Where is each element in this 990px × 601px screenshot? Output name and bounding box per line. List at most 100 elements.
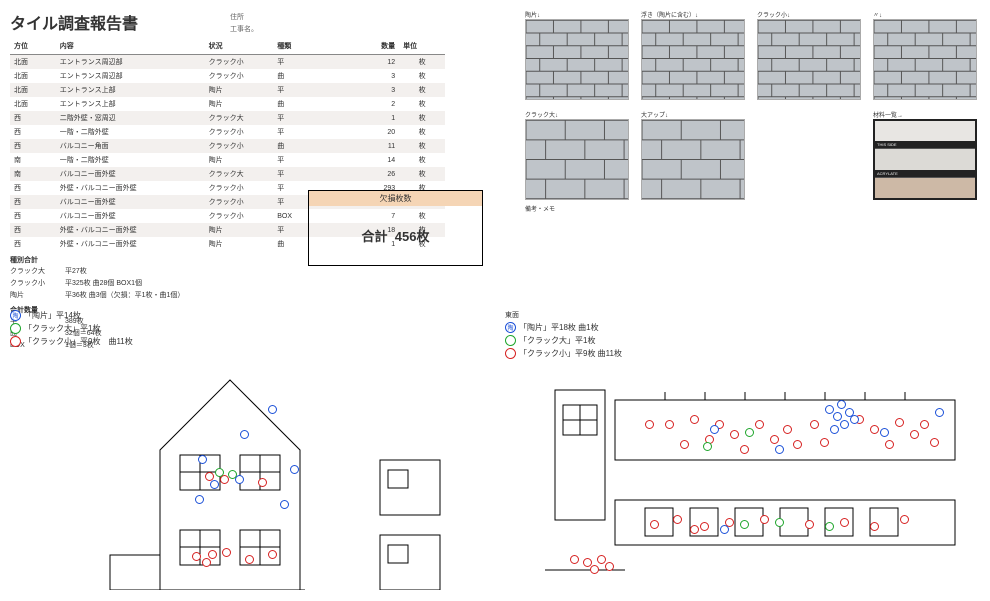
meta-work-label: 工事名。	[230, 24, 258, 34]
photo-cell: 陶片↓	[525, 10, 629, 100]
cell: 曲	[273, 69, 336, 83]
cell: 3	[336, 69, 399, 83]
defect-marker	[570, 555, 579, 564]
cell: 2	[336, 97, 399, 111]
col-houi: 方位	[10, 38, 56, 55]
elevation-diagram	[80, 340, 460, 590]
table-row: 西一階・二階外壁クラック小平20枚	[10, 125, 445, 139]
defect-marker	[760, 515, 769, 524]
defect-marker	[825, 522, 834, 531]
cell: クラック大	[205, 111, 274, 125]
material-sample: THIS SIDEACRYLATE	[873, 119, 977, 200]
defect-marker	[885, 440, 894, 449]
defect-marker	[245, 555, 254, 564]
col-jokyo: 状況	[205, 38, 274, 55]
photo-cell: クラック小↓	[757, 10, 861, 100]
table-row: 北面エントランス上部陶片曲2枚	[10, 97, 445, 111]
defect-marker	[840, 420, 849, 429]
cell: 枚	[399, 125, 445, 139]
col-naiyou: 内容	[56, 38, 205, 55]
legend-marker-icon	[10, 336, 21, 347]
photo-caption	[757, 110, 861, 118]
cell: 平	[273, 125, 336, 139]
cell: 1	[336, 111, 399, 125]
col-tani: 単位	[399, 38, 445, 55]
plan-diagram	[515, 350, 965, 590]
defect-marker	[710, 425, 719, 434]
legend-marker-icon	[10, 323, 21, 334]
cell: 西	[10, 195, 56, 209]
table-row: 南一階・二階外壁陶片平14枚	[10, 153, 445, 167]
photo-cell: 材料一覧→THIS SIDEACRYLATE	[873, 110, 977, 200]
cell: 西	[10, 209, 56, 223]
defect-marker	[820, 438, 829, 447]
photo-caption: 浮き（陶片に含む）↓	[641, 10, 745, 18]
photo-cell: 大アップ↓	[641, 110, 745, 200]
defect-marker	[910, 430, 919, 439]
defect-marker	[605, 562, 614, 571]
cell: 26	[336, 167, 399, 181]
table-row: 西バルコニー角面クラック小曲11枚	[10, 139, 445, 153]
defect-marker	[830, 425, 839, 434]
defect-marker	[880, 428, 889, 437]
legend-row: 陶「陶片」平14枚	[10, 310, 485, 321]
legend-marker-icon: 陶	[10, 310, 21, 321]
cell: 14	[336, 153, 399, 167]
table-row: 北面エントランス周辺部クラック小曲3枚	[10, 69, 445, 83]
photo-caption: クラック大↓	[525, 110, 629, 118]
cell: 南	[10, 153, 56, 167]
cell: 平	[273, 153, 336, 167]
cell: クラック小	[205, 181, 274, 195]
photo-cell: 浮き（陶片に含む）↓	[641, 10, 745, 100]
cell: 北面	[10, 97, 56, 111]
report-meta: 住所 工事名。	[230, 12, 258, 36]
defect-marker	[793, 440, 802, 449]
meta-address-label: 住所	[230, 12, 258, 22]
cell: 3	[336, 83, 399, 97]
brick-photo	[525, 119, 629, 200]
report-header-row: 方位 内容 状況 種類 数量 単位	[10, 38, 445, 55]
cell: 20	[336, 125, 399, 139]
cell: 外壁・バルコニー面外壁	[56, 181, 205, 195]
legend-marker-icon	[505, 335, 516, 346]
brick-photo	[641, 19, 745, 100]
cell: バルコニー面外壁	[56, 195, 205, 209]
cell: 陶片	[205, 223, 274, 237]
legend-row: 陶「陶片」平18枚 曲1枚	[505, 322, 980, 333]
defect-marker	[703, 442, 712, 451]
cell: 曲	[273, 97, 336, 111]
defect-marker	[258, 478, 267, 487]
photo-caption: 材料一覧→	[873, 110, 977, 118]
cell: エントランス上部	[56, 97, 205, 111]
cell: 北面	[10, 69, 56, 83]
brick-photo	[757, 19, 861, 100]
legend-marker-icon: 陶	[505, 322, 516, 333]
defect-marker	[210, 480, 219, 489]
col-shurui: 種類	[273, 38, 336, 55]
defect-marker	[770, 435, 779, 444]
defect-marker	[268, 550, 277, 559]
legend-row: 「クラック大」平1枚	[505, 335, 980, 346]
cell: 二階外壁・窓周辺	[56, 111, 205, 125]
cell: 外壁・バルコニー面外壁	[56, 237, 205, 251]
defect-marker	[825, 405, 834, 414]
defect-marker	[195, 495, 204, 504]
elevation-panel: 陶「陶片」平14枚「クラック大」平1枚「クラック小」平9枚 曲11枚	[0, 300, 495, 601]
cell: 西	[10, 139, 56, 153]
photo-cell: クラック大↓	[525, 110, 629, 200]
deficit-header: 欠損枚数	[309, 191, 482, 206]
cell: バルコニー角面	[56, 139, 205, 153]
cell: 一階・二階外壁	[56, 153, 205, 167]
cell: 枚	[399, 83, 445, 97]
legend-text: 「陶片」平18枚 曲1枚	[519, 322, 599, 333]
brick-photo	[641, 119, 745, 200]
photo-caption: 〃↓	[873, 10, 977, 18]
cell: バルコニー面外壁	[56, 167, 205, 181]
defect-marker	[755, 420, 764, 429]
cell: クラック小	[205, 195, 274, 209]
cell: 北面	[10, 83, 56, 97]
cell: 西	[10, 237, 56, 251]
cell: 枚	[399, 153, 445, 167]
grand-total: 合計 456枚	[309, 206, 482, 265]
legend-row: 「クラック大」平1枚	[10, 323, 485, 334]
